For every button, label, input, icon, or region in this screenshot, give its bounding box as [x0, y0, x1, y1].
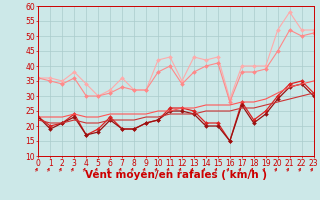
X-axis label: Vent moyen/en rafales ( km/h ): Vent moyen/en rafales ( km/h ) — [85, 170, 267, 180]
